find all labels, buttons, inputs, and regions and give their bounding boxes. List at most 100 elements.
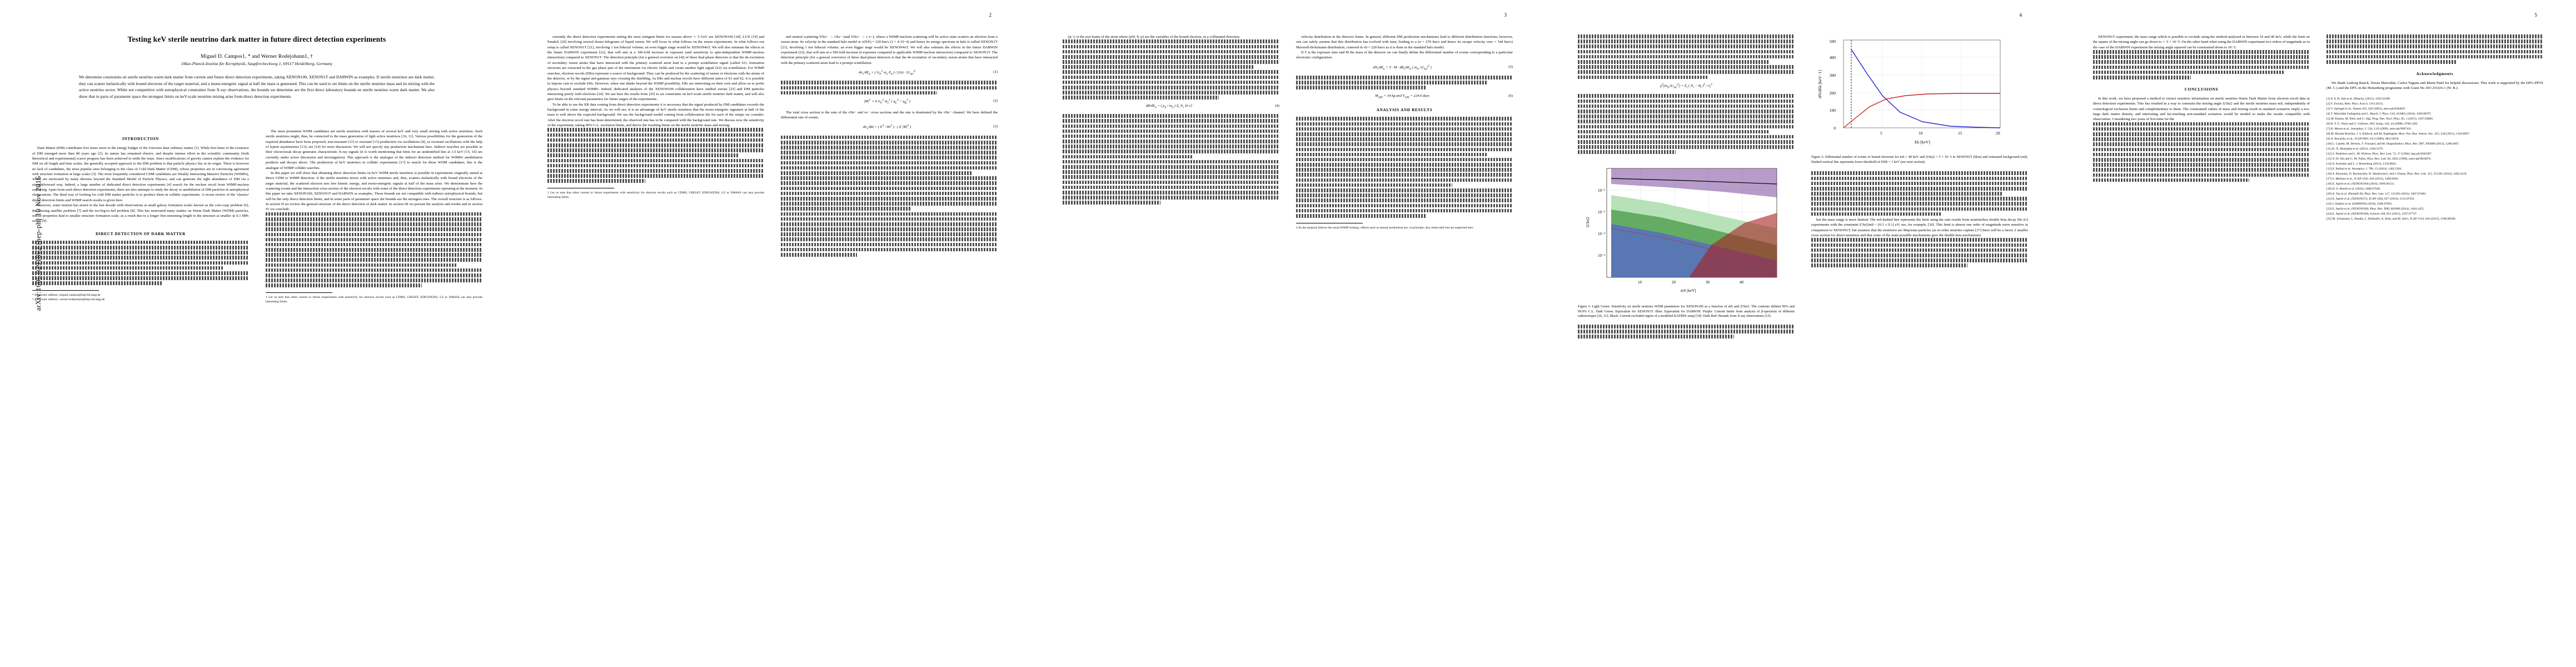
footnote-email-1: * Electronic address: miguel.campos@mpi-… [32,293,101,297]
section-heading-analysis: ANALYSIS AND RESULTS [1376,108,1433,113]
ytick: 400 [1830,55,1836,60]
paragraph: The total cross section is the sum of th… [781,110,998,120]
background-curve [1843,93,2000,128]
xtick: 20 [1996,131,2000,136]
reference-item: [21] E. Aprile et al. (XENON1T), JCAP 16… [2326,197,2415,201]
paragraph: and neutral scattering NXe− → νXe− (and … [781,35,998,65]
reference-item: [25] M. Schumann, L. Baudis, L. Bütikofe… [2326,217,2456,221]
reference-item: [17] S. Mertens et al., JCAP 1502, 020 (… [2326,177,2399,181]
paragraph: 2p−), is the rest frame of the atom wher… [1068,35,1240,39]
body-text-greeked [2093,50,2310,79]
page-title: Testing keV sterile neutrino dark matter… [127,35,386,43]
figure-3-xlabel: mS [keV] [1681,288,1696,293]
figure-2: 0 100 200 300 400 500 5 10 15 20 Ek [keV… [1811,34,2028,165]
reference-item: [19] D. S. Akerib et al. (2016), 1608.07… [2326,187,2381,191]
reference-list: [1] P. A. R. Ade et al. (Planck), (2015)… [2326,97,2543,221]
svg-text:40: 40 [1740,280,1744,285]
figure-2-plot: 0 100 200 300 400 500 5 10 15 20 Ek [keV… [1817,39,2001,145]
body-text-greeked [1296,117,1513,218]
body-text-greeked [1578,94,1795,155]
ytick: 300 [1830,73,1836,78]
body-text-greeked [1578,34,1795,79]
paragraph: If T is the exposure time and M the mass… [1296,51,1513,60]
svg-text:10⁻⁵: 10⁻⁵ [1598,253,1606,258]
body-text-greeked [266,212,482,287]
footnote-email-2: † Electronic address: werner.rodejohann@… [32,297,105,301]
equation-number: (5) [1508,64,1513,69]
body-text-greeked [781,135,998,257]
equation-number: (2) [993,99,998,103]
svg-text:30: 30 [1706,280,1710,285]
equation-4: dR/dEk = ( ρS / mS ) Σi Ni ⟨σ v⟩ (4) [1145,104,1279,109]
footnote-note-1: 1 Let us note that other current or futu… [266,295,482,303]
equation-3: dσν/dΩ = ( E2 / 8π2 ) · ( Σ |M|2 ) (3) [863,124,998,131]
reference-item: [1] P. A. R. Ade et al. (Planck), (2015)… [2326,97,2391,101]
equation-6: M100 = 34 kg and T100 = 224.6 days (6) [1375,94,1513,99]
paragraph: To be able to use the ER data coming fro… [547,102,764,128]
page-1: Testing keV sterile neutrino dark matter… [0,0,515,667]
paragraph: Dark Matter (DM) contributes five times … [32,146,249,202]
affiliation: 1Max-Planck-Institut für Kernphysik, Sau… [181,61,333,67]
equation-number: (1) [993,70,998,74]
equation-number: (6) [1508,94,1513,98]
signal-curve [1851,49,2001,128]
paragraph: In this work, we have proposed a method … [2093,96,2310,122]
equation-5: dNi/dEk = T · M · dRi/dEk ( mS, |USe|2 )… [1373,64,1513,71]
body-text-greeked [1063,114,1279,205]
reference-item: [9] A. Boyarsky et al., JCAP 0905, 012 (… [2326,137,2399,141]
page-5: 5 XENON1T experiment, the mass range whi… [2061,0,2576,667]
reference-item: [24] E. Aprile et al. (XENON100), Scienc… [2326,212,2418,216]
svg-text:10⁻⁴: 10⁻⁴ [1598,232,1606,236]
author-list: Miguel D. Campos1, * and Werner Rodejoha… [201,53,313,60]
figure-2-ylabel: dN/dEk [keV−1] [1817,70,1822,98]
figure-3-plot: 10 20 30 40 10⁻² 10⁻³ 10⁻⁴ 10⁻⁵ mS [keV] |US… [1586,168,1777,293]
abstract: We determine constraints on sterile neut… [79,74,435,99]
svg-text:10⁻²: 10⁻² [1598,188,1605,193]
section-heading-conclusions: CONCLUSIONS [2184,87,2219,92]
body-text-greeked [1063,39,1279,100]
xtick: 10 [1919,131,1923,136]
reference-item: [4] T. Marrodán Undagoitia and L. Rauch,… [2326,112,2432,116]
ytick: 0 [1833,126,1836,131]
footnote-note-2: 2 As the analysis follows the usual WIMP… [1296,226,1474,230]
reference-item: [7] B. Moore et al., Astrophys. J. 524, … [2326,127,2412,131]
body-text-greeked [1296,76,1513,90]
svg-text:10⁻³: 10⁻³ [1598,210,1605,215]
reference-item: [14] A. Kusenko and L. J. Rosenberg (201… [2326,162,2397,166]
section-heading-direct-detection: DIRECT DETECTION OF DARK MATTER [96,231,186,236]
reference-item: [10] L. Canetti, M. Drewes, T. Frossard,… [2326,142,2460,146]
reference-item: [12] S. Dodelson and L. M. Widrow, Phys.… [2326,152,2432,156]
figure-3-ylabel: |USe|2 [1586,217,1590,227]
figure-3: 10 20 30 40 10⁻² 10⁻³ 10⁻⁴ 10⁻⁵ mS [keV] |US… [1578,162,1795,320]
equation-number: (3) [993,125,998,129]
page2-column-right: and neutral scattering NXe− → νXe− (and … [781,34,998,646]
section-heading-acknowledgments: Acknowledgments [2416,71,2454,76]
figure-2-xlabel: Ek [keV] [1915,140,1930,145]
body-text-greeked [547,128,764,183]
xtick: 15 [1958,131,1962,136]
page5-column-left: XENON1T experiment, the mass range which… [2093,34,2310,646]
page3-column-right: velocity distribution in the detector fr… [1296,34,1513,646]
page-2: 2 currently the direct detection experim… [515,0,1030,667]
page1-column-left: INTRODUCTION Dark Matter (DM) contribute… [32,129,249,646]
page1-column-right: The most prominent WDM candidates are st… [266,129,482,646]
reference-item: [22] J. Aalbers et al. (DARWIN) (2016), … [2326,202,2393,206]
ytick: 100 [1830,108,1836,113]
paragraph: XENON1T experiment, the mass range which… [2093,35,2310,49]
svg-text:10: 10 [1638,280,1642,285]
body-text-greeked [32,240,249,285]
equation-number: (4) [1275,104,1279,108]
body-text-greeked [2326,34,2543,64]
reference-item: [3] V. Springel et al., Nature 435, 629 … [2326,107,2406,111]
title-block: Testing keV sterile neutrino dark matter… [34,34,479,99]
paragraph: However, some tension has arisen in the … [32,203,249,223]
paragraph: We thank Ludwig Rauch, Teresa Marrodán, … [2326,81,2543,91]
page3-column-left: 2p−), is the rest frame of the atom wher… [1063,34,1279,646]
reference-item: [18] E. Aprile et al. (XENON100) (2016),… [2326,182,2395,186]
reference-item: [11] K. N. Abazajian et al. (2012), 1204… [2326,147,2384,151]
reference-item: [13] X.-D. Shi and G. M. Fuller, Phys. R… [2326,157,2431,161]
paragraph: In this paper we will show that obtainin… [266,171,482,212]
body-text-greeked [1578,325,1795,339]
page4-column-right: 0 100 200 300 400 500 5 10 15 20 Ek [keV… [1811,34,2028,646]
